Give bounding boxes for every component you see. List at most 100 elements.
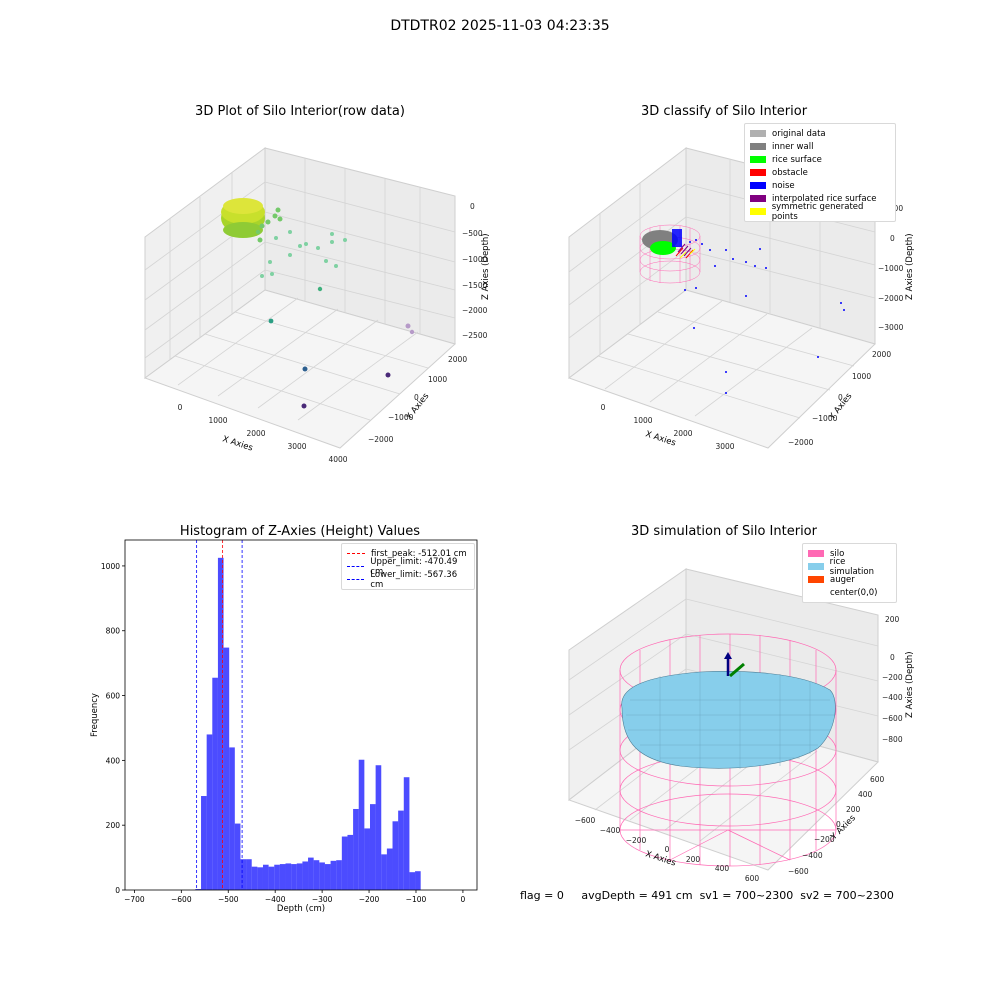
histogram-bar (409, 872, 416, 890)
sim-ytick: 600 (870, 775, 885, 784)
simulation-3d-plot: 200 0 −200 −400 −600 −800 −600 −400 −200… (567, 568, 915, 883)
classify-ztick: 0 (890, 234, 895, 243)
histogram-bar (285, 863, 292, 890)
legend-label: interpolated rice surface (772, 193, 877, 204)
legend-label: center(0,0) (830, 587, 878, 598)
classify-pane-floor (567, 289, 876, 449)
legend-label: Lower_limit: -567.36 cm (370, 569, 458, 590)
histogram-xtick-label: −100 (406, 895, 427, 904)
histogram-bar (217, 557, 224, 890)
histogram-yticks: 0 200 400 600 800 1000 (101, 562, 125, 895)
histogram-bars (195, 557, 421, 890)
histogram-bar (386, 848, 393, 890)
histogram-bar (341, 836, 348, 890)
histogram-bar (291, 864, 297, 890)
histogram-bar (257, 867, 263, 890)
sv2-text: sv2 = 700~2300 (800, 889, 894, 902)
legend-swatch-center (808, 589, 824, 596)
raw-ytick: 0 (414, 393, 419, 402)
sim-ztick: −800 (882, 735, 903, 744)
histogram-ytick-label: 600 (106, 692, 121, 701)
histogram-bar (234, 823, 241, 890)
histogram-title: Histogram of Z-Axies (Height) Values (179, 524, 421, 539)
legend-label: noise (772, 180, 795, 191)
sim-xtick: −400 (600, 826, 621, 835)
histogram-bar (240, 859, 247, 890)
sim-ytick: −200 (814, 835, 835, 844)
classify-ytick: 2000 (872, 350, 891, 359)
histogram-bar (195, 889, 202, 890)
legend-swatch-interpolated (750, 195, 766, 202)
legend-label: Upper_limit: -470.49 cm (370, 556, 458, 577)
histogram-xtick-label: −400 (265, 895, 286, 904)
sim-ztick: 0 (890, 653, 895, 662)
histogram-bar (381, 854, 387, 890)
histogram-bar (353, 808, 359, 890)
classify-plot-title: 3D classify of Silo Interior (640, 104, 808, 119)
histogram-ylabel: Frequency (90, 693, 100, 737)
legend-label: original data (772, 128, 826, 139)
figure-title: DTDTR02 2025-11-03 04:23:35 (390, 18, 610, 34)
histogram-ytick-label: 400 (106, 756, 121, 765)
sim-rice-surface (621, 671, 836, 769)
histogram-bar (330, 860, 337, 890)
legend-swatch-rice-surface (750, 156, 766, 163)
legend-swatch-original (750, 130, 766, 137)
histogram-bar (324, 864, 331, 890)
classify-xtick: 3000 (715, 442, 734, 451)
histogram-bar (375, 765, 382, 890)
histogram-bar (246, 859, 252, 890)
avg-depth-text: avgDepth = 491 cm (581, 889, 693, 902)
classify-ytick: −2000 (788, 438, 814, 447)
raw-ytick: 2000 (448, 355, 467, 364)
legend-swatch-noise (750, 182, 766, 189)
histogram-bar (415, 871, 421, 890)
histogram-ytick-label: 0 (115, 886, 120, 895)
legend-label: silo (830, 548, 845, 559)
raw-data-cloud (221, 198, 415, 409)
raw-ytick: 1000 (428, 375, 447, 384)
sim-ytick: −400 (802, 851, 823, 860)
legend-swatch-symmetric (750, 208, 766, 215)
legend-swatch-rice (808, 563, 824, 570)
histogram-bar (313, 860, 320, 890)
histogram-xlabel: Depth (cm) (277, 904, 325, 914)
raw-ztick: −1500 (462, 281, 488, 290)
raw-ztick: 0 (470, 202, 475, 211)
sim-xtick: −600 (575, 816, 596, 825)
legend-label: rice surface (772, 154, 822, 165)
sim-xtick: 600 (745, 874, 760, 883)
classify-xtick: 1000 (633, 416, 652, 425)
simulation-legend: silo rice simulation auger center(0,0) (802, 543, 897, 603)
histogram-bar (336, 860, 342, 890)
legend-label: auger (830, 574, 855, 585)
histogram-bar (212, 677, 218, 890)
sim-zlabel: Z Axies (Depth) (905, 651, 915, 718)
classify-ztick: −3000 (878, 323, 904, 332)
raw-pane-floor (143, 289, 457, 449)
histogram-xtick-label: −300 (312, 895, 333, 904)
histogram-bar (369, 804, 376, 890)
legend-label: symmetric generated points (771, 201, 864, 222)
classify-ztick: −1000 (878, 264, 904, 273)
legend-line-upper (347, 566, 365, 567)
histogram-bar (206, 734, 213, 890)
histogram-bar (392, 821, 399, 890)
sim-xlabel: X Axies (644, 849, 677, 868)
histogram-bar (308, 857, 314, 890)
sim-ztick: −200 (882, 673, 903, 682)
raw-ztick: −500 (462, 229, 483, 238)
histogram-bar (268, 866, 275, 890)
raw-3d-plot: 0 1000 2000 3000 4000 2000 1000 0 −1000 … (143, 147, 491, 464)
sim-ytick: −600 (788, 867, 809, 876)
histogram-bar (347, 834, 354, 890)
classify-ytick: 1000 (852, 372, 871, 381)
raw-zlabel: Z Axies (Depth) (481, 233, 491, 300)
classify-xtick: 2000 (673, 429, 692, 438)
histogram-xticks: −700 −600 −500 −400 −300 −200 −100 0 (124, 890, 466, 904)
sim-xtick: 400 (715, 864, 730, 873)
raw-xtick: 4000 (328, 455, 347, 464)
sim-ylabel: Y Axies (828, 813, 858, 843)
histogram-ytick-label: 1000 (101, 562, 120, 571)
legend-line-first-peak (347, 553, 365, 554)
